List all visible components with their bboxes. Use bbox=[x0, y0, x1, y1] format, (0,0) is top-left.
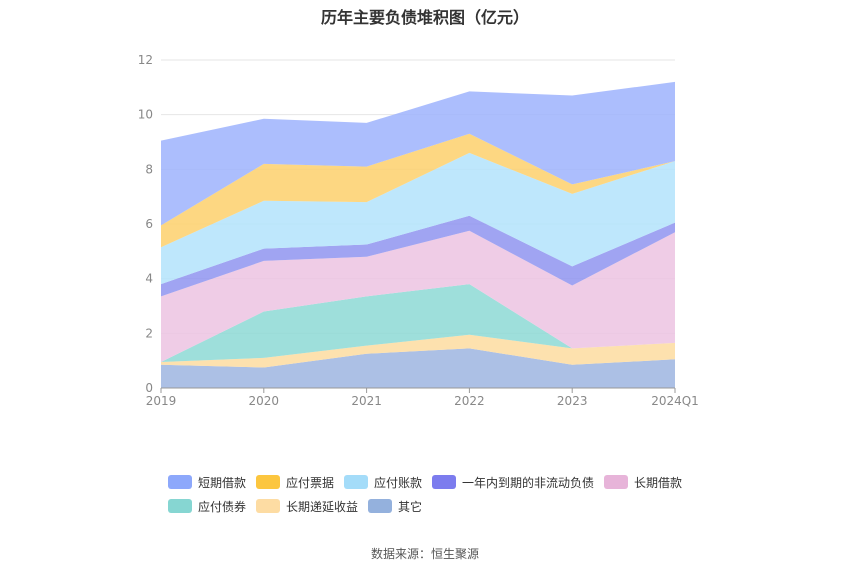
y-tick-label: 4 bbox=[145, 272, 153, 286]
legend-label: 一年内到期的非流动负债 bbox=[462, 475, 595, 490]
area-series-长期递延收益 bbox=[161, 334, 675, 368]
area-series-其它 bbox=[161, 348, 675, 388]
legend-swatch bbox=[368, 499, 392, 513]
legend-item-bonds-payable[interactable]: 应付债券 bbox=[168, 496, 246, 516]
legend-item-current-portion-noncurrent[interactable]: 一年内到期的非流动负债 bbox=[432, 472, 594, 492]
x-tick-label: 2021 bbox=[351, 394, 382, 408]
area-series-短期借款 bbox=[161, 81, 675, 226]
legend-swatch bbox=[604, 475, 628, 489]
x-tick-label: 2023 bbox=[557, 394, 588, 408]
legend-label: 应付债券 bbox=[198, 499, 247, 514]
legend-label: 其它 bbox=[398, 499, 423, 514]
y-tick-label: 12 bbox=[138, 53, 153, 67]
legend-item-other[interactable]: 其它 bbox=[368, 496, 422, 516]
area-series-应付账款 bbox=[161, 152, 675, 285]
y-tick-label: 6 bbox=[145, 217, 153, 231]
area-series bbox=[161, 81, 675, 388]
area-series-长期借款 bbox=[161, 230, 675, 362]
x-tick-label: 2024Q1 bbox=[651, 394, 699, 408]
area-series-一年内到期的非流动负债 bbox=[161, 215, 675, 297]
legend-swatch bbox=[168, 475, 192, 489]
y-tick-label: 10 bbox=[138, 108, 153, 122]
legend-item-long-term-loans[interactable]: 长期借款 bbox=[604, 472, 682, 492]
legend-swatch bbox=[256, 475, 280, 489]
x-tick-label: 2019 bbox=[146, 394, 177, 408]
area-series-应付票据 bbox=[161, 133, 675, 248]
legend-label: 短期借款 bbox=[198, 475, 247, 490]
y-tick-label: 2 bbox=[145, 326, 153, 340]
legend-item-short-term-loans[interactable]: 短期借款 bbox=[168, 472, 246, 492]
legend-label: 应付票据 bbox=[286, 475, 335, 490]
data-source: 数据来源：恒生聚源 bbox=[370, 547, 479, 561]
legend-swatch bbox=[168, 499, 192, 513]
legend-label: 长期借款 bbox=[634, 475, 683, 490]
y-tick-label: 0 bbox=[145, 381, 153, 395]
chart-title: 历年主要负债堆积图（亿元） bbox=[320, 8, 529, 27]
area-series-应付债券 bbox=[161, 284, 675, 362]
legend-item-accounts-payable[interactable]: 应付账款 bbox=[344, 472, 422, 492]
legend-item-notes-payable[interactable]: 应付票据 bbox=[256, 472, 334, 492]
legend-swatch bbox=[344, 475, 368, 489]
legend-label: 长期递延收益 bbox=[286, 499, 359, 514]
legend-label: 应付账款 bbox=[374, 475, 423, 490]
y-tick-label: 8 bbox=[145, 162, 153, 176]
x-tick-label: 2022 bbox=[454, 394, 485, 408]
legend-swatch bbox=[256, 499, 280, 513]
legend-item-deferred-income[interactable]: 长期递延收益 bbox=[256, 496, 358, 516]
axes: 0 2 4 6 8 10 12 2019 2020 2021 2022 2023 2024Q1 bbox=[138, 53, 699, 408]
legend-swatch bbox=[432, 475, 456, 489]
x-tick-label: 2020 bbox=[249, 394, 280, 408]
